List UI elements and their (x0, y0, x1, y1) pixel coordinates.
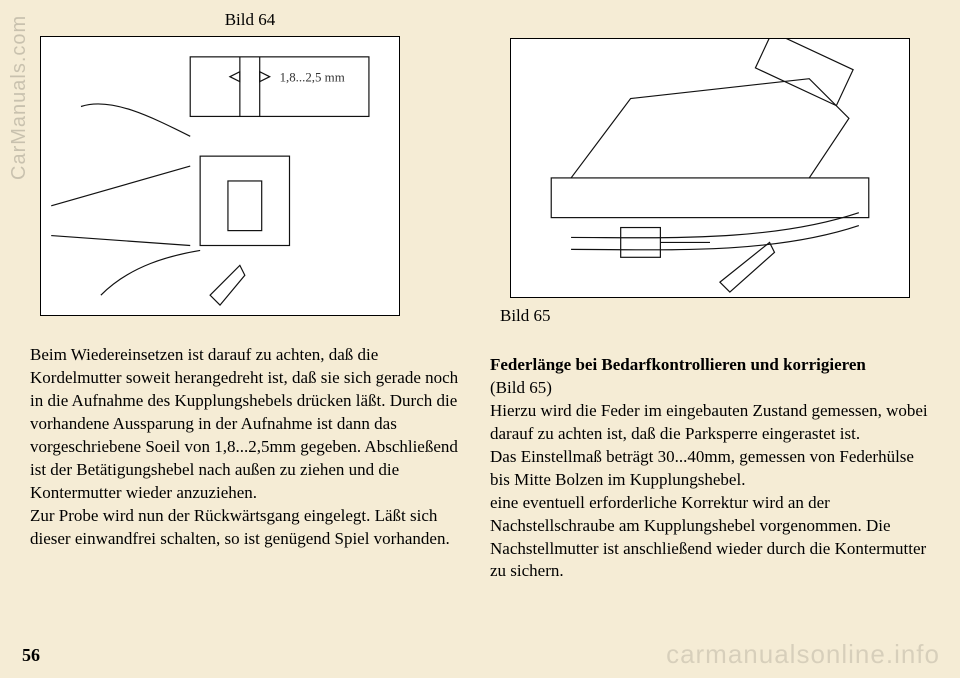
right-heading-ref: (Bild 65) (490, 378, 552, 397)
watermark-bottom: carmanualsonline.info (666, 639, 940, 670)
figure-64-lineart: 1,8...2,5 mm (41, 37, 399, 315)
figure-65-lineart (511, 39, 909, 297)
page-number: 56 (22, 645, 40, 666)
manual-page: Bild 64 1,8...2,5 mm Beim Wiedereinset (0, 0, 960, 678)
left-paragraph-2: Zur Probe wird nun der Rückwärtsgang ein… (30, 506, 450, 548)
right-paragraph-3: eine eventuell erforderliche Korrektur w… (490, 493, 926, 581)
figure-64: 1,8...2,5 mm (40, 36, 400, 316)
right-column: Bild 65 Federlänge bei Bedarfkontrollier… (480, 10, 940, 668)
right-heading: Federlänge bei Bedarfkontrollieren und k… (490, 355, 866, 374)
watermark-side: CarManuals.com (8, 15, 31, 180)
figure-64-caption: Bild 64 (30, 10, 470, 30)
left-body-text: Beim Wiedereinsetzen ist darauf zu achte… (30, 344, 470, 550)
figure-65 (510, 38, 910, 298)
right-body-text: Federlänge bei Bedarfkontrollieren und k… (490, 354, 930, 583)
left-column: Bild 64 1,8...2,5 mm Beim Wiedereinset (20, 10, 480, 668)
right-paragraph-1: Hierzu wird die Feder im eingebauten Zus… (490, 401, 928, 443)
figure-64-measurement: 1,8...2,5 mm (280, 71, 345, 85)
left-paragraph-1: Beim Wiedereinsetzen ist darauf zu achte… (30, 345, 458, 502)
figure-65-caption: Bild 65 (500, 306, 930, 326)
right-paragraph-2: Das Einstellmaß beträgt 30...40mm, gemes… (490, 447, 914, 489)
